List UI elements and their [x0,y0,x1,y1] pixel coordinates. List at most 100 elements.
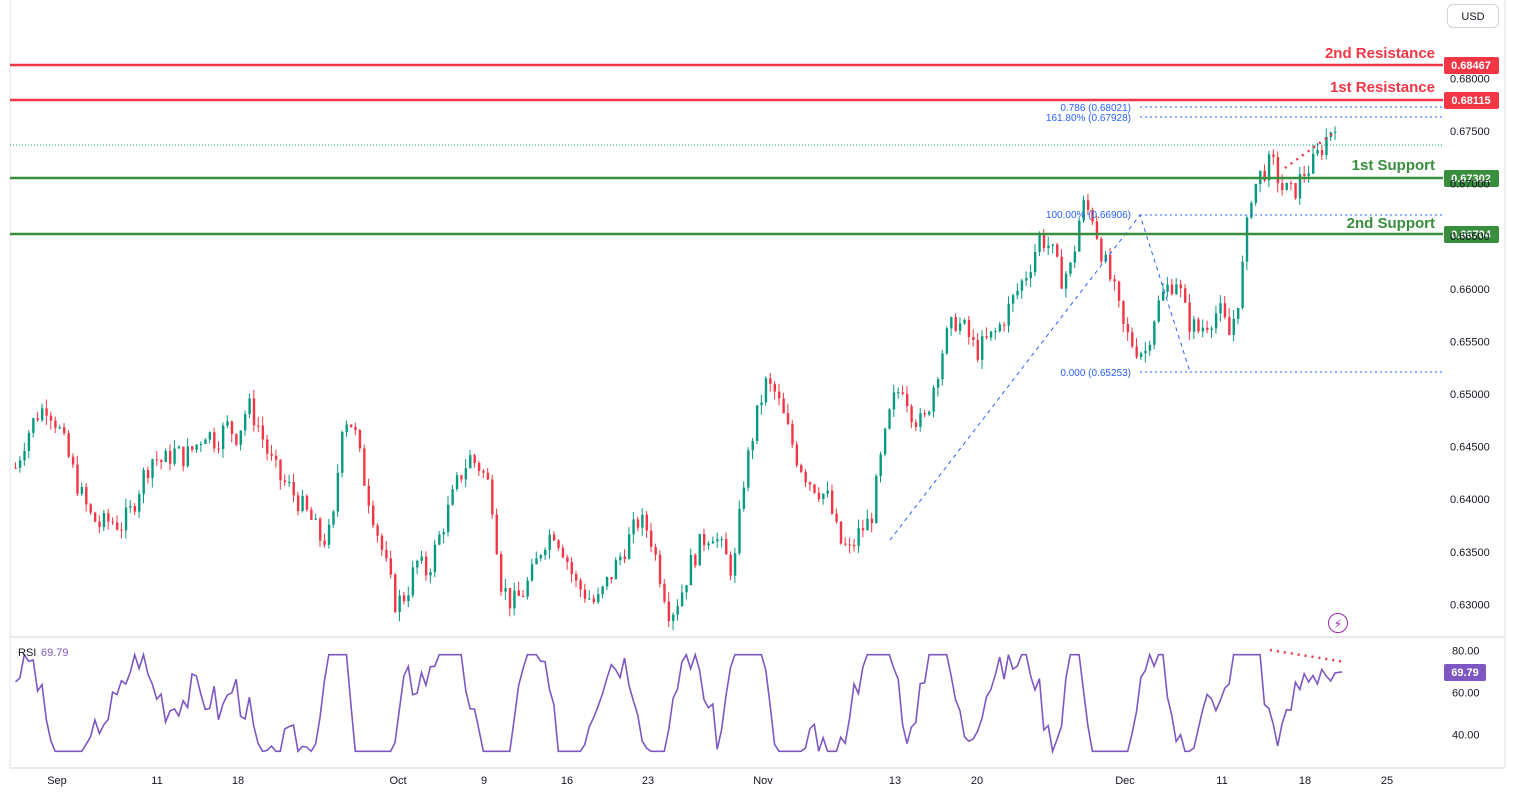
candle-body [1250,202,1253,218]
candle-body [574,574,578,581]
candle-body [755,405,759,442]
candle-body [605,577,609,587]
level-price-label: 0.68467 [1451,60,1491,72]
candle-body [923,413,927,415]
candle-body [786,413,790,424]
price-tick-label: 0.66000 [1450,284,1490,296]
candle-body [226,421,229,426]
candle-body [1197,319,1200,332]
candle-body [839,521,843,544]
support-resistance-levels: 2nd Resistance 0.68467 1st Resistance 0.681… [10,45,1499,243]
candle-body [314,518,318,520]
candle-body [720,539,724,541]
fib-label: 100.00% (0.66906) [1046,210,1131,221]
candle-body [345,424,348,433]
level-name: 2nd Support [1347,215,1435,232]
candle-body [645,514,649,531]
candle-body [80,486,84,494]
candle-body [182,446,185,467]
candle-body [513,590,516,609]
candle-body [747,450,750,488]
candle-body [892,392,896,410]
candle-body [800,465,803,472]
candle-body [371,505,375,526]
candle-body [116,522,119,530]
candle-body [1276,156,1280,184]
time-tick-label: 13 [889,775,901,787]
candle-body [936,379,940,388]
candle-body [71,456,75,465]
candle-body [610,577,613,580]
candle-body [1281,183,1284,191]
candle-body [111,521,114,523]
candle-body [707,543,710,546]
candle-body [592,598,596,603]
candle-body [901,392,904,394]
candle-body [928,411,931,415]
candle-body [738,508,741,554]
candle-body [420,556,423,561]
candle-body [416,560,419,568]
candle-body [85,486,88,505]
candle-body [1091,209,1094,222]
candle-body [1298,174,1302,199]
candle-body [394,574,397,613]
candle-body [751,441,754,451]
candle-body [972,336,975,340]
price-axis: 0.68000 0.67500 0.67000 0.66500 0.66000 0.655… [1450,73,1490,611]
candle-body [358,430,362,449]
candle-body [1219,303,1222,314]
candle-body [994,331,997,333]
fib-trend-line [889,213,1191,541]
currency-selector[interactable]: USD [1447,4,1499,28]
candle-body [1254,183,1258,203]
level-price-badge [1444,226,1499,243]
candle-body [270,453,273,456]
candle-body [411,567,415,596]
candle-body [142,470,145,495]
candle-body [879,454,882,477]
candle-body [40,408,44,421]
time-tick-label: 18 [1299,775,1311,787]
time-tick-label: Nov [753,775,773,787]
candle-body [1025,278,1028,281]
candle-body [398,595,401,613]
candle-body [385,549,388,559]
candle-body [1153,321,1156,345]
time-tick-label: Oct [389,775,406,787]
candle-body [354,427,357,431]
candle-body [769,378,772,384]
candle-body [544,549,547,556]
candle-body [1117,281,1121,301]
candle-body [1325,136,1328,156]
candle-body [1122,300,1125,325]
candle-body [795,444,799,466]
candle-body [945,328,949,354]
time-tick-label: 11 [1216,775,1227,787]
candle-body [672,614,675,622]
lightning-icon[interactable]: ⚡ [1328,613,1348,633]
candle-body [1086,200,1090,210]
candle-body [89,504,92,513]
candle-body [1100,238,1103,262]
candle-body [146,470,150,479]
candle-body [725,539,728,555]
candle-body [954,317,957,331]
candle-body [1104,254,1107,262]
candle-body [32,418,35,433]
price-tick-label: 0.64500 [1450,442,1490,454]
candle-body [389,558,393,575]
candle-body [93,512,97,522]
candle-body [623,556,626,559]
time-tick-label: 18 [232,775,244,787]
candle-body [619,556,622,561]
price-tick-label: 0.64000 [1450,494,1490,506]
candle-body [221,425,225,450]
fibonacci-extension: 0.786 (0.68021)161.80% (0.67928) 100.00% … [889,103,1443,541]
candle-body [1272,154,1275,157]
fib-label: 0.786 (0.68021) [1060,103,1131,114]
candle-body [1011,295,1015,304]
candle-body [451,489,454,505]
candle-body [1312,153,1315,174]
